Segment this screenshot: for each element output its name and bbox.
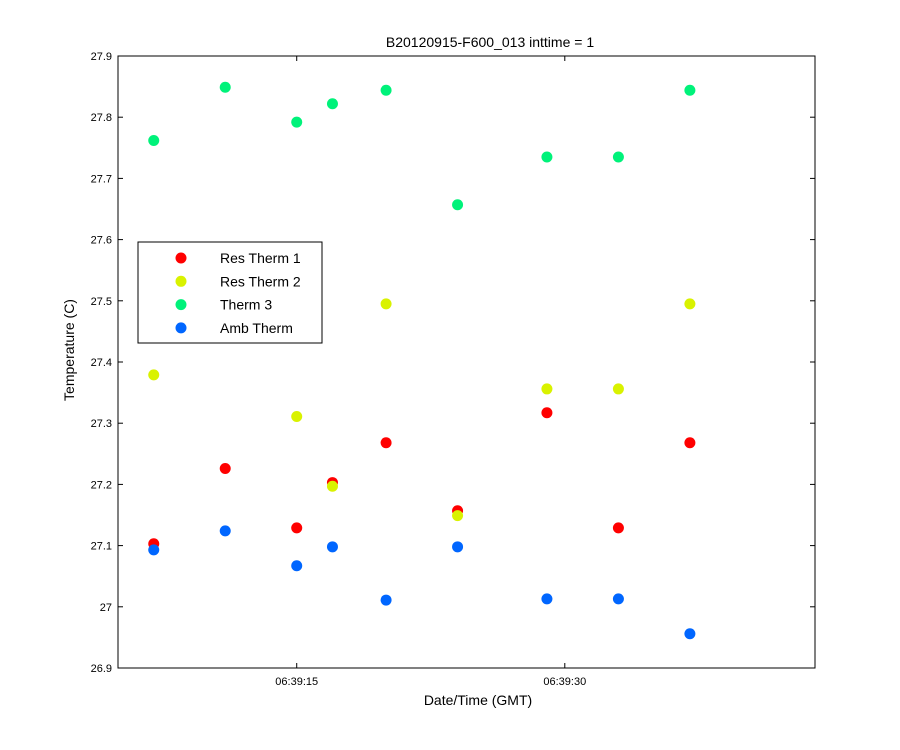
point-therm-3 bbox=[219, 81, 231, 93]
point-res-therm-1 bbox=[219, 462, 231, 474]
point-amb-therm bbox=[148, 544, 160, 556]
point-amb-therm bbox=[291, 560, 303, 572]
legend-item-res-therm-2: Res Therm 2 bbox=[175, 273, 301, 289]
y-tick-label: 27.7 bbox=[91, 173, 112, 185]
y-tick-label: 27.4 bbox=[91, 357, 112, 369]
y-tick-label: 27 bbox=[100, 602, 112, 614]
y-tick-label: 27.8 bbox=[91, 112, 112, 124]
point-therm-3 bbox=[326, 98, 338, 110]
y-axis-label: Temperature (C) bbox=[61, 299, 77, 401]
point-res-therm-1 bbox=[380, 437, 392, 449]
y-tick-label: 27.9 bbox=[91, 51, 112, 63]
series-amb-therm bbox=[148, 525, 696, 640]
point-amb-therm bbox=[219, 525, 231, 537]
legend-label: Therm 3 bbox=[220, 297, 272, 313]
y-tick-label: 27.5 bbox=[91, 296, 112, 308]
point-res-therm-2 bbox=[291, 410, 303, 422]
legend-label: Res Therm 1 bbox=[220, 250, 301, 266]
point-res-therm-2 bbox=[612, 383, 624, 395]
point-res-therm-2 bbox=[148, 369, 160, 381]
legend-box bbox=[137, 241, 323, 344]
point-amb-therm bbox=[452, 541, 464, 553]
series-therm-3 bbox=[148, 81, 696, 211]
legend-label: Amb Therm bbox=[220, 320, 293, 336]
point-res-therm-1 bbox=[291, 522, 303, 534]
point-therm-3 bbox=[291, 116, 303, 128]
point-amb-therm bbox=[326, 541, 338, 553]
y-tick-label: 27.1 bbox=[91, 541, 112, 553]
chart-title: B20120915-F600_013 inttime = 1 bbox=[386, 34, 594, 50]
point-res-therm-2 bbox=[452, 510, 464, 522]
point-res-therm-1 bbox=[684, 437, 696, 449]
legend-item-amb-therm: Amb Therm bbox=[175, 320, 293, 336]
x-tick-label: 06:39:30 bbox=[543, 676, 586, 688]
point-amb-therm bbox=[684, 628, 696, 640]
point-therm-3 bbox=[148, 134, 160, 146]
legend-item-therm-3: Therm 3 bbox=[175, 297, 272, 313]
point-therm-3 bbox=[452, 199, 464, 211]
y-tick-label: 27.6 bbox=[91, 235, 112, 247]
legend-label: Res Therm 2 bbox=[220, 273, 301, 289]
x-tick-label: 06:39:15 bbox=[275, 676, 318, 688]
legend-item-res-therm-1: Res Therm 1 bbox=[175, 250, 301, 266]
point-res-therm-2 bbox=[684, 298, 696, 310]
point-res-therm-1 bbox=[612, 522, 624, 534]
legend-marker bbox=[175, 322, 187, 334]
point-therm-3 bbox=[612, 151, 624, 163]
legend-marker bbox=[175, 299, 187, 311]
point-res-therm-2 bbox=[380, 298, 392, 310]
x-axis-label: Date/Time (GMT) bbox=[424, 692, 532, 708]
data-points bbox=[148, 81, 696, 640]
point-amb-therm bbox=[541, 593, 553, 605]
point-res-therm-1 bbox=[541, 407, 553, 419]
point-therm-3 bbox=[684, 84, 696, 96]
point-amb-therm bbox=[380, 594, 392, 606]
y-tick-label: 27.2 bbox=[91, 479, 112, 491]
point-res-therm-2 bbox=[541, 383, 553, 395]
legend-marker bbox=[175, 275, 187, 287]
point-therm-3 bbox=[380, 84, 392, 96]
plot-area bbox=[117, 55, 816, 669]
point-amb-therm bbox=[612, 593, 624, 605]
legend: Res Therm 1 Res Therm 2 Therm 3 Amb Therm bbox=[137, 241, 323, 344]
y-axis: 26.9 27 27.1 27.2 27.3 27.4 27.5 27.6 27.7 27.8 27… bbox=[91, 51, 815, 675]
point-res-therm-2 bbox=[326, 480, 338, 492]
y-tick-label: 27.3 bbox=[91, 418, 112, 430]
point-therm-3 bbox=[541, 151, 553, 163]
x-axis: 06:39:15 06:39:30 bbox=[275, 56, 586, 688]
y-tick-label: 26.9 bbox=[91, 663, 112, 675]
legend-marker bbox=[175, 252, 187, 264]
